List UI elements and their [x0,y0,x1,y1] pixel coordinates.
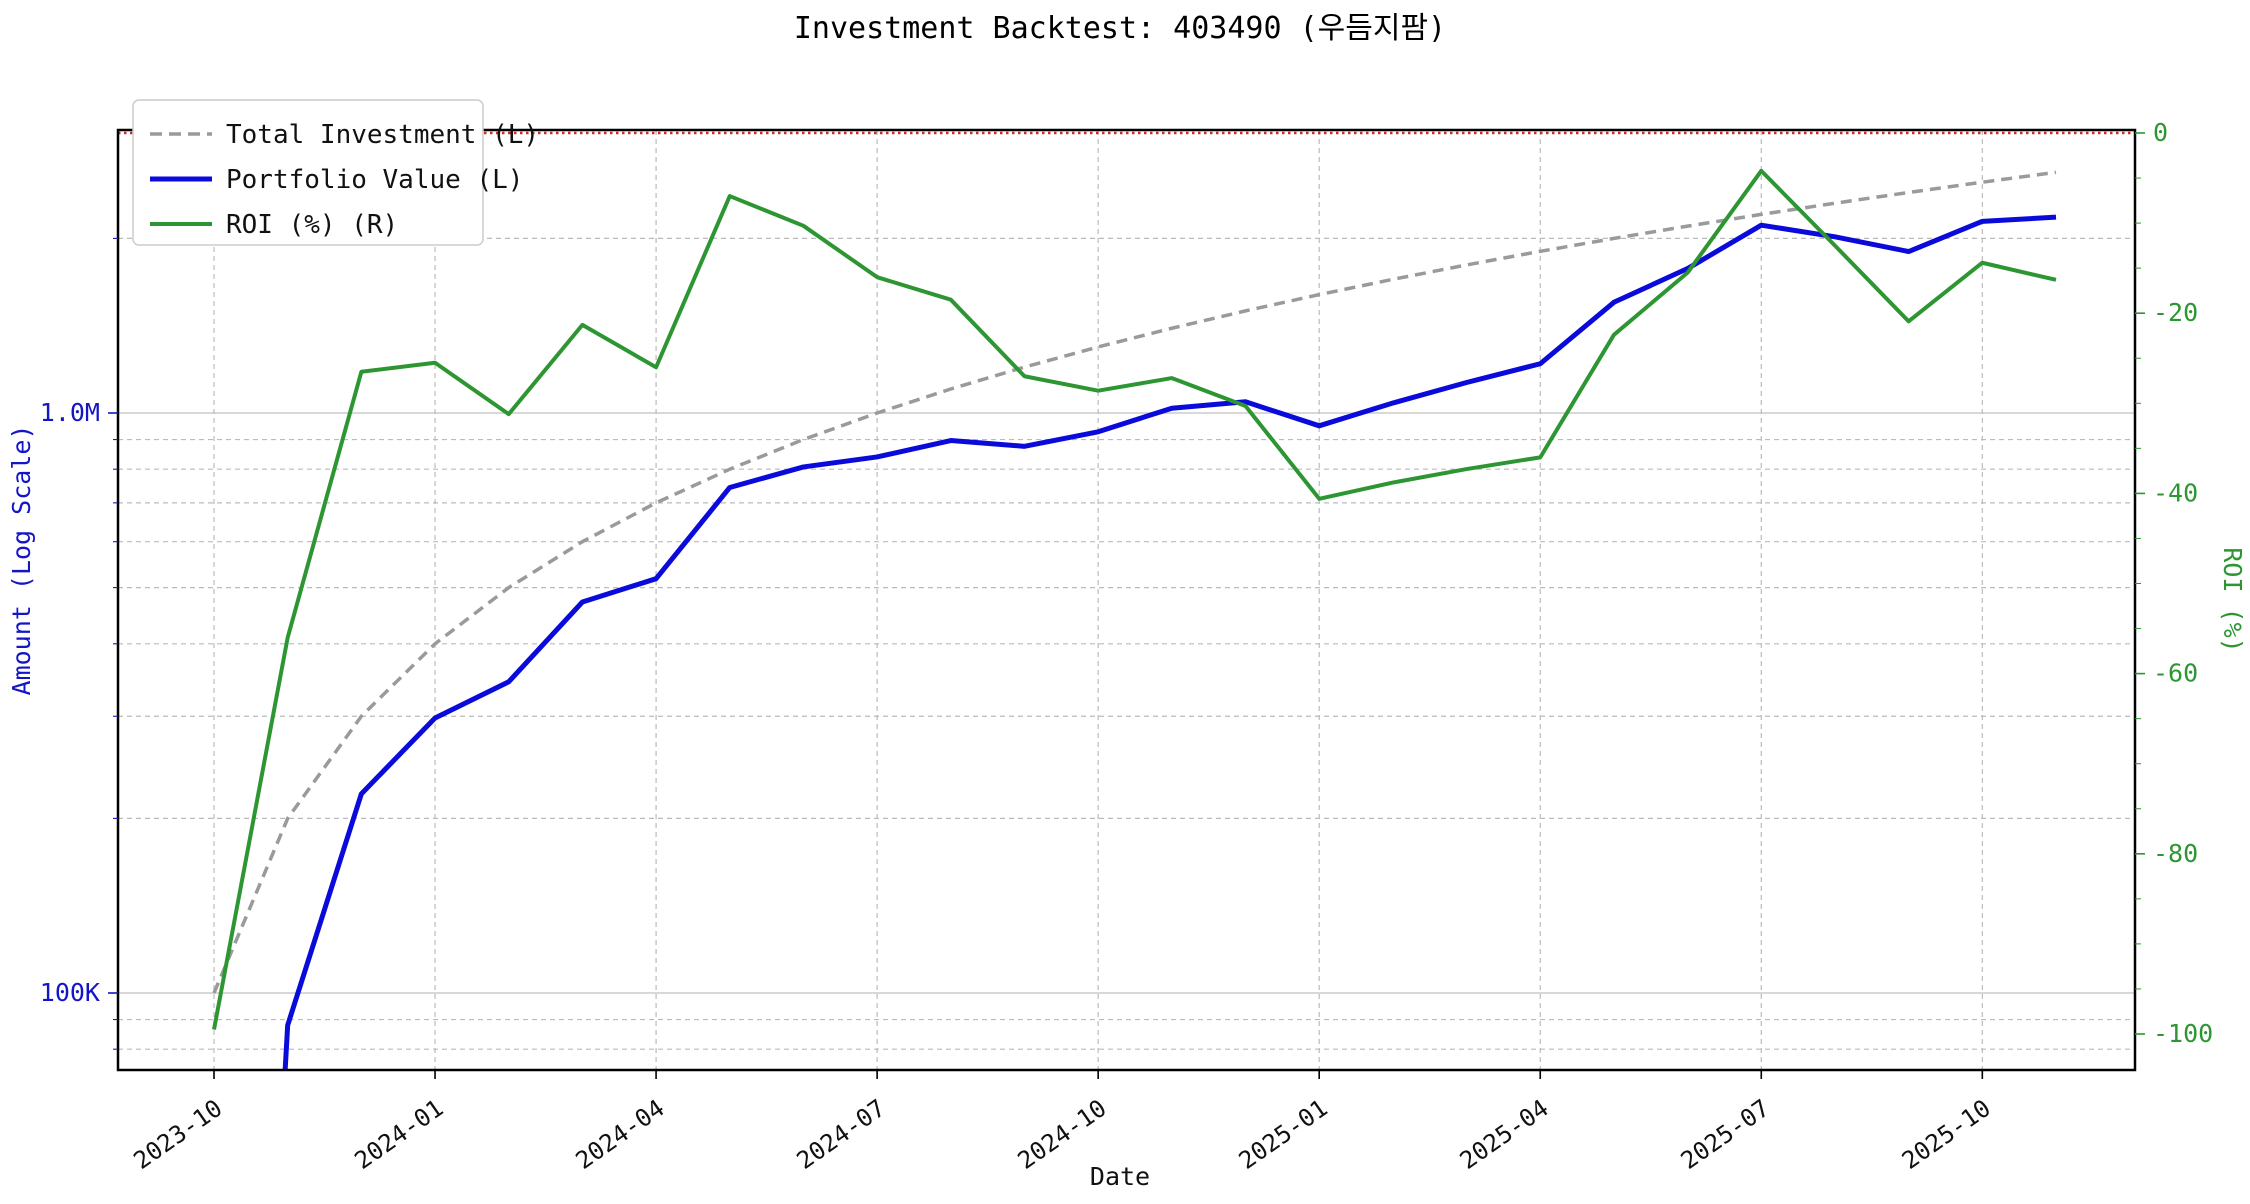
y-right-tick-label: -80 [2153,839,2198,868]
y-right-tick-label: -20 [2153,298,2198,327]
y-right-tick-label: -40 [2153,478,2198,507]
y-right-tick-label: 0 [2153,118,2168,147]
legend-label-total_investment: Total Investment (L) [226,120,539,150]
y-left-tick-label: 100K [40,978,100,1007]
chart-title: Investment Backtest: 403490 (우듬지팜) [794,11,1446,46]
legend-label-roi_pct: ROI (%) (R) [226,210,398,240]
roi-line [212,168,2057,1030]
legend-box [132,99,484,246]
y-right-tick-label: -60 [2153,659,2198,688]
total-investment-line [212,170,2057,994]
y-left-tick-label: 1.0M [40,398,100,427]
y-right-axis-label: ROI (%) [2218,547,2247,652]
legend-label-portfolio_value: Portfolio Value (L) [226,165,523,195]
plot-border [116,128,2137,1072]
y-left-axis-label: Amount (Log Scale) [7,425,36,696]
portfolio-value-line [282,214,2057,1070]
y-right-tick-label: -100 [2153,1019,2213,1048]
x-axis-label: Date [1090,1162,1150,1191]
